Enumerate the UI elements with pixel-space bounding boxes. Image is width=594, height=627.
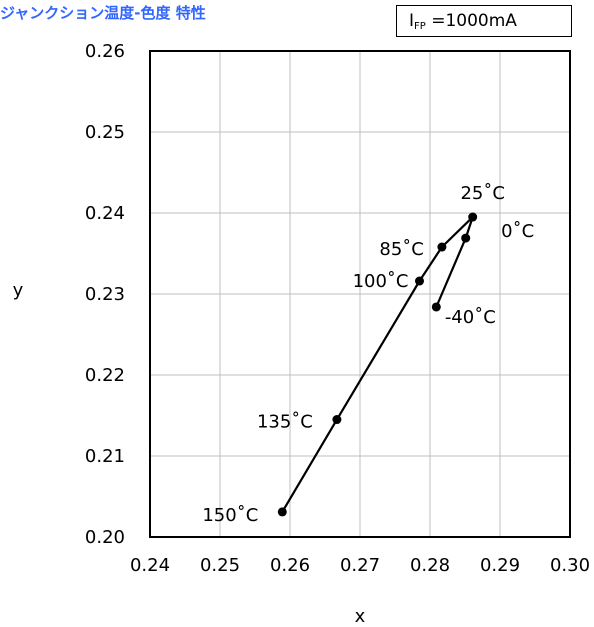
data-point (461, 233, 471, 243)
data-label: -40˚C (445, 307, 496, 328)
x-tick-label: 0.25 (200, 555, 240, 576)
data-point (332, 415, 342, 425)
y-tick-label: 0.20 (85, 527, 125, 548)
x-tick-label: 0.26 (270, 555, 310, 576)
data-label: 85˚C (379, 239, 423, 260)
y-tick-label: 0.24 (85, 203, 125, 224)
condition-subscript: FP (414, 21, 426, 32)
grid-lines (150, 51, 570, 537)
data-label: 25˚C (460, 183, 504, 204)
data-point (437, 242, 447, 252)
data-point (431, 302, 441, 312)
y-axis-label: y (13, 280, 24, 301)
y-tick-label: 0.23 (85, 284, 125, 305)
chart-title: ジャンクション温度-色度 特性 (0, 4, 206, 22)
condition-main: I (409, 11, 415, 31)
x-tick-label: 0.27 (340, 555, 380, 576)
data-label: 150˚C (202, 505, 258, 526)
y-tick-label: 0.26 (85, 41, 125, 62)
data-label: 0˚C (501, 221, 534, 242)
tick-labels: 0.24 0.25 0.26 0.27 0.28 0.29 0.30 0.20 0.21 0.22… (85, 41, 590, 576)
condition-value: =1000mA (425, 11, 517, 31)
y-tick-label: 0.22 (85, 365, 125, 386)
data-point (468, 212, 478, 222)
data-labels: -40˚C 0˚C 25˚C 85˚C 100˚C 135˚C 150˚C (202, 183, 534, 526)
x-tick-label: 0.24 (130, 555, 170, 576)
x-tick-label: 0.30 (550, 555, 590, 576)
x-tick-label: 0.28 (410, 555, 450, 576)
data-label: 135˚C (257, 412, 313, 433)
data-label: 100˚C (353, 271, 409, 292)
data-point (277, 507, 287, 517)
y-tick-label: 0.21 (85, 446, 125, 467)
x-axis-label: x (355, 606, 366, 627)
condition-box: IFP =1000mA (396, 5, 572, 37)
y-tick-label: 0.25 (85, 122, 125, 143)
plot-frame (149, 50, 571, 538)
data-points (277, 212, 478, 517)
data-point (415, 276, 424, 286)
series-line (281, 216, 474, 513)
x-tick-label: 0.29 (480, 555, 520, 576)
